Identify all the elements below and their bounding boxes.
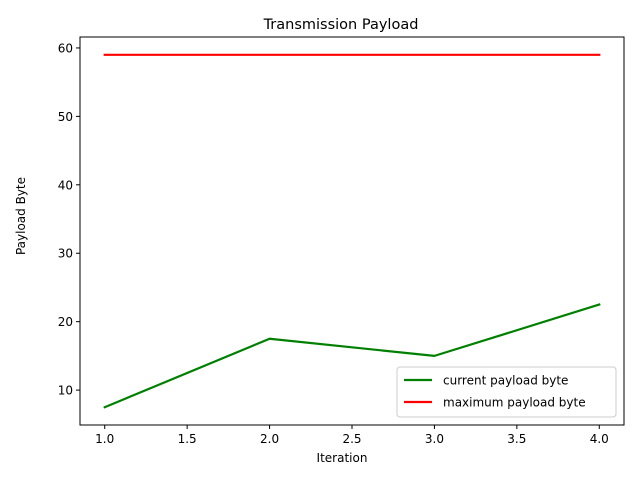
chart-title: Transmission Payload: [263, 17, 419, 33]
y-tick-label: 20: [58, 315, 73, 329]
y-tick-label: 10: [58, 384, 73, 398]
x-tick-label: 3.5: [507, 432, 526, 446]
legend: current payload byte maximum payload byte: [396, 366, 617, 418]
y-tick-label: 60: [58, 41, 73, 55]
series-layer: [103, 53, 601, 409]
y-axis-label: Payload Byte: [14, 177, 28, 255]
x-tick-label: 3.0: [425, 432, 444, 446]
x-tick-label: 2.0: [260, 432, 279, 446]
y-axis-ticks: 10 20 30 40 50 60: [58, 41, 80, 398]
x-tick-label: 1.5: [178, 432, 197, 446]
legend-label: maximum payload byte: [443, 396, 586, 410]
plot-frame: [79, 36, 625, 426]
y-tick-label: 30: [58, 247, 73, 261]
x-tick-label: 4.0: [590, 432, 609, 446]
y-tick-label: 50: [58, 110, 73, 124]
x-tick-label: 2.5: [342, 432, 361, 446]
legend-label: current payload byte: [443, 374, 568, 388]
y-tick-label: 40: [58, 178, 73, 192]
x-axis-ticks: 1.0 1.5 2.0 2.5 3.0 3.5 4.0: [95, 425, 609, 446]
x-tick-label: 1.0: [95, 432, 114, 446]
series-line-current-payload-byte: [103, 303, 601, 409]
x-axis-label: Iteration: [317, 451, 368, 465]
legend-box: [396, 366, 617, 418]
